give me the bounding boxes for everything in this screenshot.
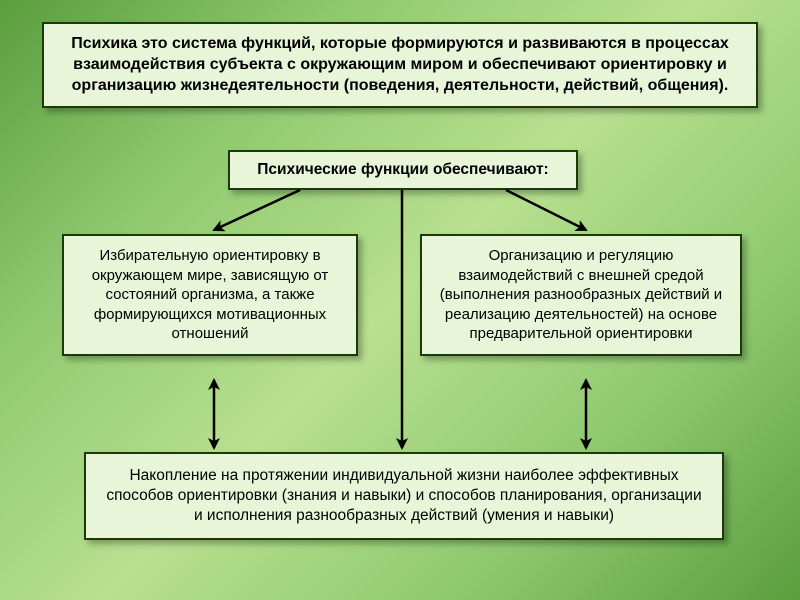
definition-text: Психика это система функций, которые фор… xyxy=(71,35,729,94)
regulation-text: Организацию и регуляцию взаимодействий с… xyxy=(440,247,722,342)
functions-header-box: Психические функции обеспечивают: xyxy=(228,150,578,190)
regulation-box: Организацию и регуляцию взаимодействий с… xyxy=(420,234,742,356)
functions-header-text: Психические функции обеспечивают: xyxy=(257,161,548,178)
orientation-box: Избирательную ориентировку в окружающем … xyxy=(62,234,358,356)
orientation-text: Избирательную ориентировку в окружающем … xyxy=(92,247,329,342)
accumulation-text: Накопление на протяжении индивидуальной … xyxy=(106,467,701,524)
accumulation-box: Накопление на протяжении индивидуальной … xyxy=(84,452,724,540)
definition-box: Психика это система функций, которые фор… xyxy=(42,22,758,108)
